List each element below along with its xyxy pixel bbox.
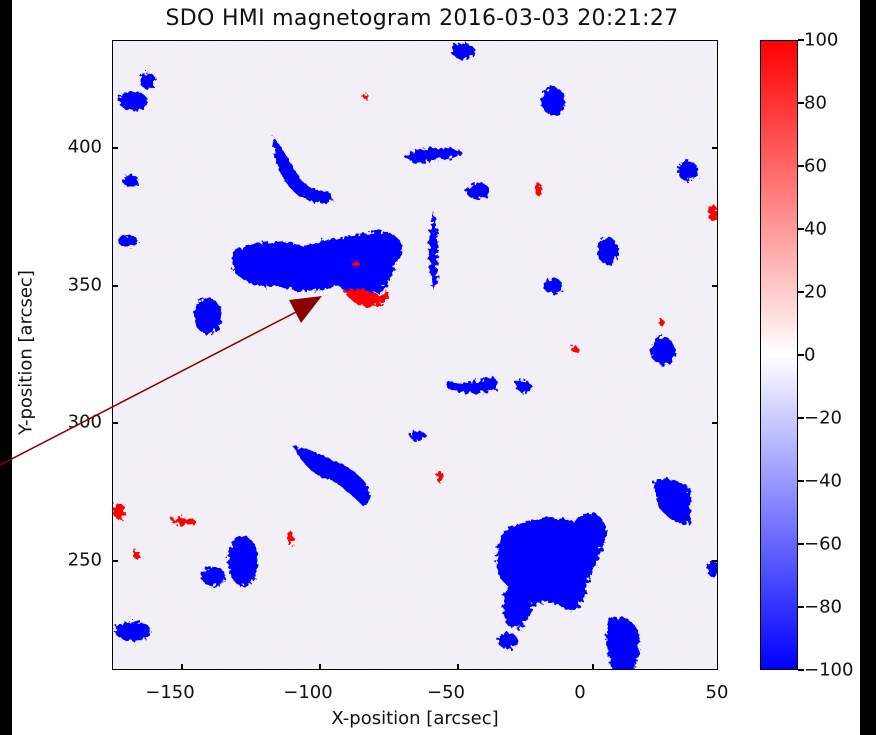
colorbar-tick-mark xyxy=(798,165,804,167)
colorbar-tick-label: 80 xyxy=(804,92,827,114)
colorbar-tick-mark xyxy=(798,102,804,104)
x-tick-label: −150 xyxy=(145,682,195,703)
colorbar-tick-mark xyxy=(798,417,804,419)
y-tick-label: 350 xyxy=(67,274,102,296)
colorbar-tick-label: −60 xyxy=(804,533,842,555)
colorbar-tick-mark xyxy=(798,606,804,608)
colorbar-tick-mark xyxy=(798,669,804,671)
colorbar-tick-label: −20 xyxy=(804,407,842,429)
colorbar-tick-mark xyxy=(798,39,804,41)
colorbar-tick-mark xyxy=(798,291,804,293)
x-tick-label: 0 xyxy=(574,682,586,703)
x-tick-label: 50 xyxy=(705,682,729,703)
colorbar-tick-mark xyxy=(798,480,804,482)
colorbar-tick-label: 20 xyxy=(804,281,827,303)
figure-canvas: SDO HMI magnetogram 2016-03-03 20:21:27 xyxy=(12,0,860,735)
y-tick-label: 250 xyxy=(67,549,102,571)
y-tick-label: 300 xyxy=(67,411,102,433)
colorbar-tick-label: 0 xyxy=(804,344,816,366)
y-tick-label: 400 xyxy=(67,136,102,158)
positive-polarity-regions xyxy=(113,93,717,560)
colorbar-tick-label: −80 xyxy=(804,596,842,618)
colorbar-tick-label: −100 xyxy=(804,659,854,681)
colorbar-tick-mark xyxy=(798,543,804,545)
colorbar-tick-label: 40 xyxy=(804,218,827,240)
colorbar xyxy=(760,40,798,670)
magnetogram-image xyxy=(112,40,718,670)
colorbar-tick-label: 100 xyxy=(804,29,839,51)
x-axis-label: X-position [arcsec] xyxy=(331,708,499,729)
colorbar-tick-label: −40 xyxy=(804,470,842,492)
colorbar-tick-mark xyxy=(798,228,804,230)
colorbar-tick-mark xyxy=(798,354,804,356)
magnetogram-svg xyxy=(113,41,717,669)
y-axis-label: Y-position [arcsec] xyxy=(15,270,37,435)
plot-title: SDO HMI magnetogram 2016-03-03 20:21:27 xyxy=(165,6,679,31)
x-tick-label: −50 xyxy=(427,682,465,703)
colorbar-tick-label: 60 xyxy=(804,155,827,177)
x-tick-label: −100 xyxy=(283,682,333,703)
